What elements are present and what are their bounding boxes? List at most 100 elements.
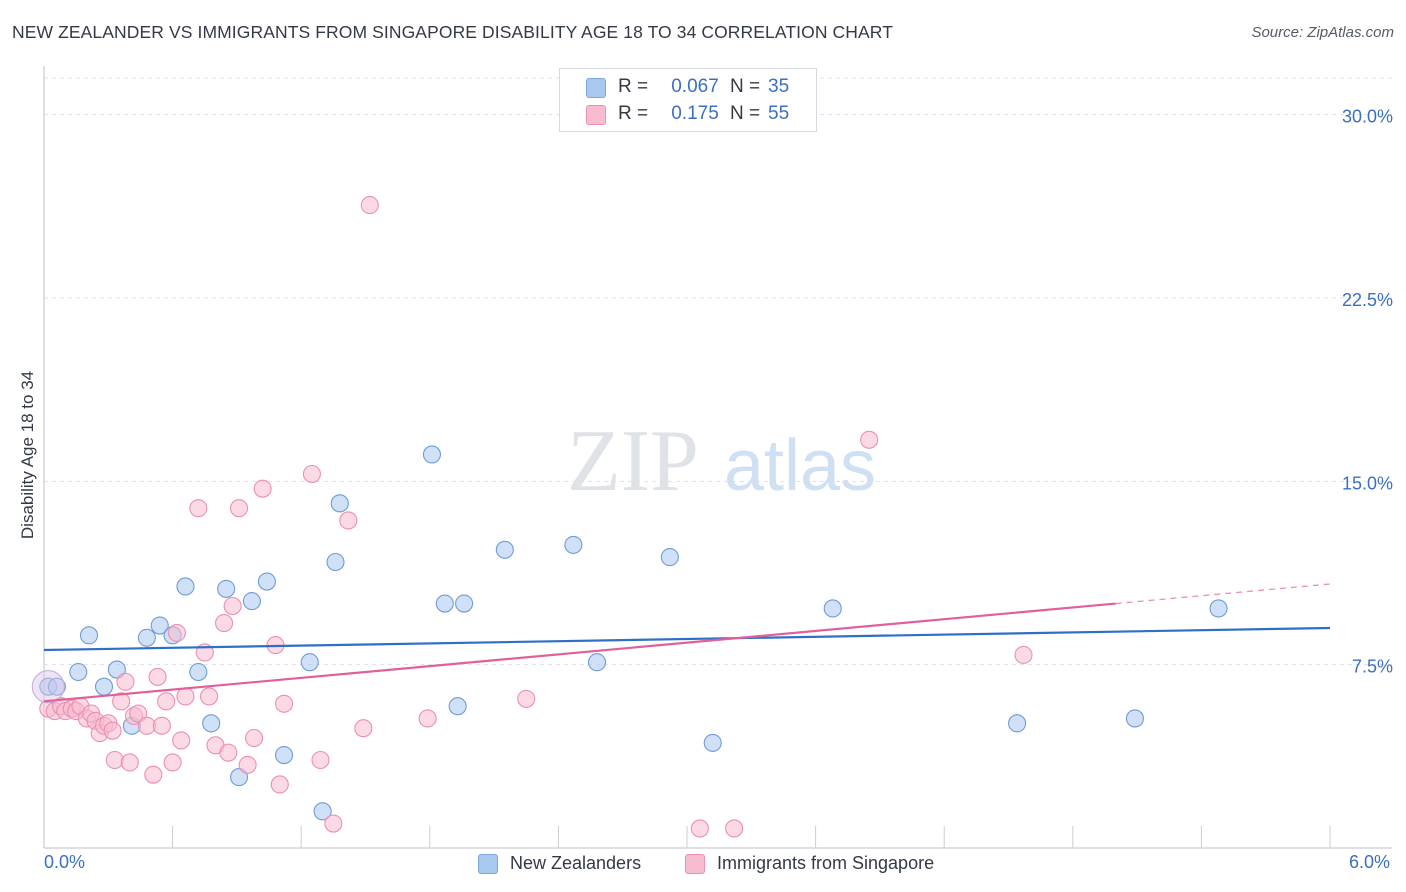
y-tick-label: 30.0% xyxy=(1342,107,1393,127)
y-axis-title: Disability Age 18 to 34 xyxy=(18,370,37,540)
data-point xyxy=(326,552,345,572)
r-label: R = xyxy=(618,103,649,124)
data-point xyxy=(189,499,208,518)
data-point xyxy=(435,594,454,613)
r-value: 0.175 xyxy=(671,103,719,124)
data-point xyxy=(242,592,261,611)
data-point xyxy=(1014,645,1033,664)
data-point xyxy=(150,616,169,635)
trend-line-singapore-extension xyxy=(1115,583,1331,605)
data-point xyxy=(79,626,99,645)
data-point xyxy=(300,653,319,672)
data-point xyxy=(112,692,131,711)
data-point xyxy=(339,511,358,530)
data-point xyxy=(105,750,124,770)
data-point xyxy=(495,540,514,559)
data-point xyxy=(860,430,879,449)
data-point xyxy=(163,753,182,772)
data-point xyxy=(47,677,66,696)
data-point xyxy=(422,445,441,464)
y-tick-label: 22.5% xyxy=(1342,290,1393,310)
data-point xyxy=(324,814,343,833)
x-tick-label-min: 0.0% xyxy=(44,852,86,872)
data-point xyxy=(69,662,88,682)
data-point xyxy=(253,479,272,498)
legend-swatch-blue xyxy=(586,78,606,98)
data-point xyxy=(257,572,276,591)
data-point xyxy=(1209,599,1228,618)
data-point xyxy=(229,499,249,518)
series-singapore-points xyxy=(31,196,1033,838)
source-label: Source: ZipAtlas.com xyxy=(1251,24,1394,41)
correlation-legend: R = 0.067 N = 35 R = 0.175 N = 55 xyxy=(559,68,817,132)
legend-swatch-pink xyxy=(685,854,705,874)
n-label: N = xyxy=(730,103,761,124)
data-point xyxy=(137,716,156,735)
data-point xyxy=(94,677,114,696)
n-value: 55 xyxy=(768,103,790,124)
data-point xyxy=(148,667,167,686)
y-tick-label: 15.0% xyxy=(1342,473,1393,493)
legend-label: New Zealanders xyxy=(510,853,642,873)
data-point xyxy=(202,714,221,733)
data-point xyxy=(690,819,709,838)
data-point xyxy=(214,614,234,633)
data-point xyxy=(448,697,467,716)
data-point xyxy=(116,672,135,691)
x-tick-label-max: 6.0% xyxy=(1349,852,1391,872)
data-point xyxy=(823,599,842,618)
chart-title: NEW ZEALANDER VS IMMIGRANTS FROM SINGAPO… xyxy=(12,22,893,42)
data-point xyxy=(217,579,236,598)
data-point xyxy=(219,743,238,762)
data-point xyxy=(144,765,163,784)
data-point xyxy=(587,653,607,672)
data-point xyxy=(223,596,242,616)
data-point xyxy=(103,721,122,740)
r-value: 0.067 xyxy=(671,76,719,97)
data-point xyxy=(564,535,583,554)
data-point xyxy=(313,802,332,821)
y-tick-labels: 7.5% 15.0% 22.5% 30.0% xyxy=(1342,107,1393,677)
data-point xyxy=(189,662,208,682)
data-point xyxy=(703,733,722,752)
data-point xyxy=(107,660,126,679)
data-point xyxy=(1008,714,1027,733)
data-point xyxy=(418,709,437,728)
data-point xyxy=(167,623,186,642)
data-point xyxy=(157,692,176,711)
data-point xyxy=(244,728,264,748)
data-point xyxy=(199,687,219,706)
axes xyxy=(43,66,1392,849)
data-point xyxy=(172,731,191,750)
data-point xyxy=(270,775,289,794)
y-tick-label: 7.5% xyxy=(1352,657,1393,677)
data-point xyxy=(1125,709,1145,728)
data-point xyxy=(120,753,139,772)
legend-swatch-blue xyxy=(478,854,498,874)
data-point xyxy=(238,755,257,774)
data-point xyxy=(725,819,744,838)
series-new-zealanders-points xyxy=(39,445,1228,821)
data-point-cluster xyxy=(31,670,65,704)
trend-lines xyxy=(43,583,1331,703)
n-value: 35 xyxy=(768,76,790,97)
watermark-atlas: atlas xyxy=(724,426,876,506)
data-point xyxy=(660,548,679,567)
n-label: N = xyxy=(730,76,761,97)
legend-label: Immigrants from Singapore xyxy=(717,853,935,873)
data-point xyxy=(311,750,330,770)
series-legend: New Zealanders Immigrants from Singapore xyxy=(0,852,1406,880)
r-label: R = xyxy=(618,76,649,97)
data-point xyxy=(137,628,156,647)
data-point xyxy=(302,464,321,484)
data-point xyxy=(152,716,171,735)
data-point xyxy=(176,577,195,596)
data-point xyxy=(330,494,349,513)
watermark: ZIP atlas xyxy=(567,413,876,510)
data-point xyxy=(229,768,249,787)
data-point xyxy=(176,687,195,706)
data-point xyxy=(275,694,294,713)
data-point xyxy=(275,746,294,765)
data-point xyxy=(517,689,536,708)
legend-swatch-pink xyxy=(586,105,606,125)
